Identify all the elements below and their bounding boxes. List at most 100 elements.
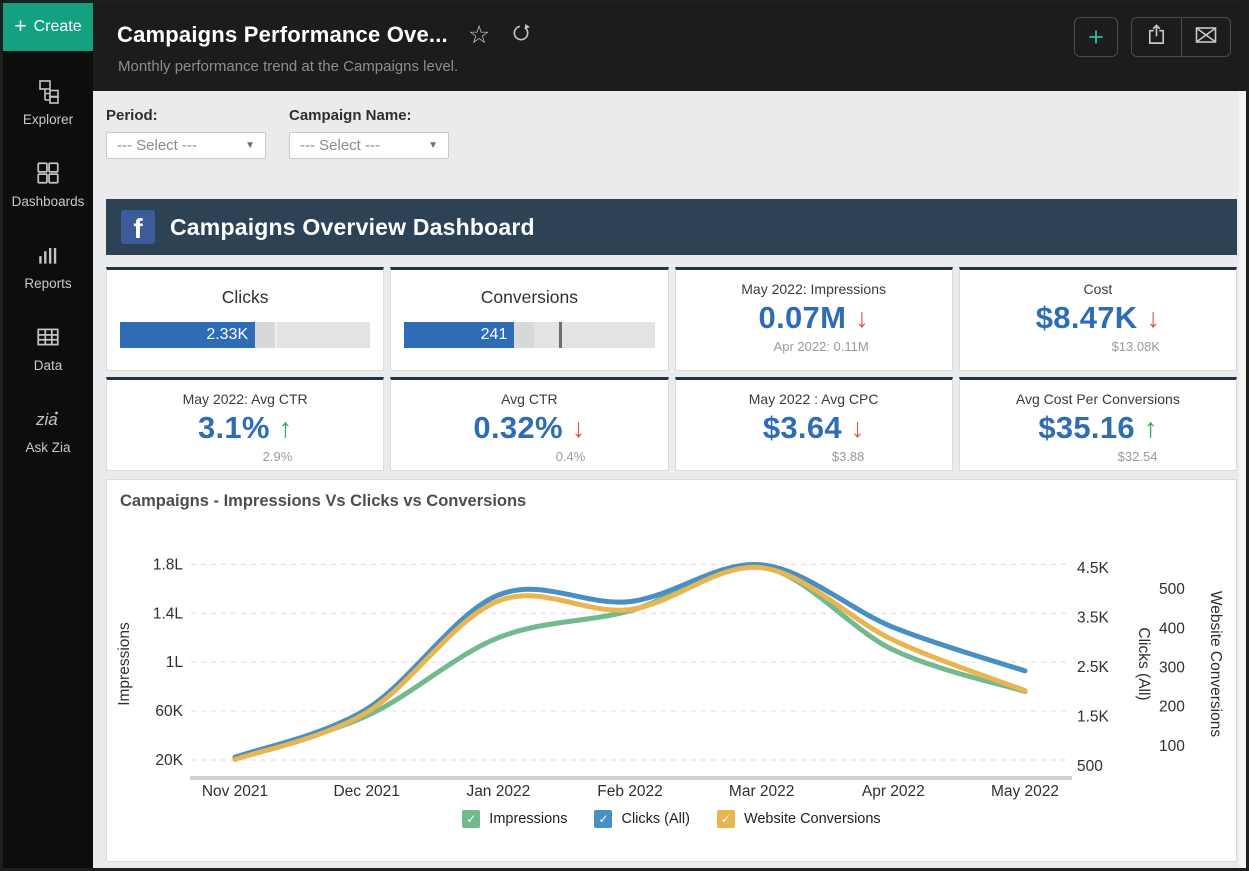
left-axis-tick: 60K [155, 703, 183, 720]
kpi-card-may-2022-avg-ctr: May 2022: Avg CTR 3.1% ↑ 2.9% [106, 377, 385, 471]
legend-item-impressions[interactable]: ✓ Impressions [462, 810, 567, 828]
x-axis-label: Mar 2022 [729, 783, 794, 800]
legend-label: Clicks (All) [621, 811, 690, 827]
right-axis2-title: Website Conversions [1207, 591, 1224, 737]
page-subtitle: Monthly performance trend at the Campaig… [118, 58, 459, 75]
kpi-value: $8.47K [1035, 300, 1138, 335]
campaign-filter-label: Campaign Name: [289, 107, 412, 124]
kpi-value-block: $8.47K ↓ $13.08K [1036, 300, 1160, 354]
filter-bar: Period: --- Select --- ▼ Campaign Name: … [106, 91, 1237, 159]
kpi-value: $35.16 [1038, 410, 1135, 445]
progress-target-marker [559, 322, 563, 348]
period-filter-value: --- Select --- [117, 137, 197, 154]
main-area: Campaigns Performance Ove... ☆ Monthly p… [93, 3, 1246, 868]
facebook-icon: f [121, 210, 155, 244]
kpi-card-avg-ctr: Avg CTR 0.32% ↓ 0.4% [390, 377, 669, 471]
sidebar-item-explorer[interactable]: Explorer [3, 78, 93, 127]
kpi-value: 0.32% [473, 410, 563, 445]
kpi-title: May 2022: Impressions [741, 281, 886, 297]
chart-title: Campaigns - Impressions Vs Clicks vs Con… [120, 492, 527, 510]
left-axis-tick: 1.8L [153, 556, 184, 573]
add-widget-button[interactable]: + [1074, 17, 1118, 57]
kpi-progress-bar: 2.33K [120, 322, 371, 348]
explorer-tree-icon [35, 78, 61, 104]
right-axis1-tick: 500 [1077, 758, 1103, 775]
sidebar-item-dashboards[interactable]: Dashboards [3, 160, 93, 209]
legend-checkbox[interactable]: ✓ [462, 810, 481, 828]
kpi-card-may-2022-impressions: May 2022: Impressions 0.07M ↓ Apr 2022: 0.1… [674, 267, 953, 371]
campaign-filter-select[interactable]: --- Select --- ▼ [289, 132, 449, 159]
kpi-compare-value: $32.54 [1117, 449, 1158, 464]
export-icon [1145, 23, 1168, 51]
kpi-value: 0.07M [758, 300, 847, 335]
left-axis-tick: 1L [166, 654, 184, 671]
kpi-card-conversions: Conversions 241 [390, 267, 669, 371]
export-share-button[interactable] [1132, 18, 1181, 56]
period-filter-select[interactable]: --- Select --- ▼ [106, 132, 266, 159]
right-axis1-title: Clicks (All) [1135, 627, 1152, 700]
legend-item-clicks-all[interactable]: ✓ Clicks (All) [594, 810, 690, 828]
left-axis-tick: 1.4L [153, 605, 184, 622]
x-axis-label: Nov 2021 [202, 783, 268, 800]
trend-chart-panel: Campaigns - Impressions Vs Clicks vs Con… [106, 479, 1237, 862]
data-table-icon [35, 324, 61, 350]
kpi-card-avg-cost-per-conversions: Avg Cost Per Conversions $35.16 ↑ $32.54 [958, 377, 1237, 471]
kpi-compare-value: 0.4% [555, 449, 586, 464]
series-line-website-conversions[interactable] [232, 564, 1028, 762]
right-axis2-tick: 300 [1159, 660, 1185, 677]
kpi-progress-bar: 241 [404, 322, 655, 348]
kpi-compare-value: $13.08K [1111, 339, 1160, 354]
kpi-title: May 2022: Avg CTR [182, 391, 308, 407]
right-axis2-tick: 200 [1159, 699, 1185, 716]
kpi-compare-value: 2.9% [262, 449, 293, 464]
kpi-value: 3.1% [197, 410, 270, 445]
trend-up-arrow-icon: ↑ [278, 412, 293, 443]
kpi-title: Avg Cost Per Conversions [1015, 391, 1180, 407]
refresh-icon[interactable] [510, 22, 532, 49]
legend-item-website-conversions[interactable]: ✓ Website Conversions [716, 810, 881, 828]
period-filter: Period: --- Select --- ▼ [106, 107, 266, 159]
campaign-name-filter: Campaign Name: --- Select --- ▼ [289, 107, 449, 159]
right-axis2-tick: 400 [1159, 620, 1185, 637]
plus-icon: + [1088, 21, 1104, 52]
kpi-value-block: 3.1% ↑ 2.9% [198, 410, 292, 464]
right-axis2-tick: 100 [1159, 738, 1185, 755]
right-axis1-tick: 4.5K [1077, 560, 1110, 577]
chevron-down-icon: ▼ [428, 140, 438, 151]
sidebar-item-ask-zia[interactable]: zia Ask Zia [3, 406, 93, 455]
legend-checkbox[interactable]: ✓ [716, 810, 735, 828]
x-axis-label: Apr 2022 [862, 783, 925, 800]
legend-label: Website Conversions [743, 811, 881, 827]
legend-checkbox[interactable]: ✓ [594, 810, 613, 828]
sidebar-item-label: Ask Zia [25, 440, 71, 455]
progress-fill: 2.33K [120, 322, 256, 348]
sidebar-item-label: Explorer [22, 112, 74, 127]
kpi-card-may-2022-avg-cpc: May 2022 : Avg CPC $3.64 ↓ $3.88 [674, 377, 953, 471]
sidebar-item-reports[interactable]: Reports [3, 242, 93, 291]
right-axis1-tick: 3.5K [1077, 609, 1110, 626]
trend-chart-svg[interactable]: 20K 60K 1L 1.4L 1.8L 500 1.5K 2.5K 3.5K 4.5K 100 20… [107, 524, 1238, 804]
progress-band [255, 322, 276, 348]
chart-legend: ✓ Impressions ✓ Clicks (All) ✓ Website Conver… [107, 810, 1236, 828]
email-button[interactable] [1181, 18, 1230, 56]
trend-up-arrow-icon: ↑ [1143, 412, 1158, 443]
kpi-grid: Clicks 2.33K Conversions 241 May 2022: Impre… [106, 267, 1237, 471]
page-title: Campaigns Performance Ove... [117, 21, 448, 47]
series-line-clicks-all[interactable] [232, 562, 1028, 760]
legend-label: Impressions [489, 811, 568, 827]
right-axis1-tick: 2.5K [1077, 659, 1110, 676]
favorite-star-icon[interactable]: ☆ [467, 20, 491, 49]
trend-down-arrow-icon: ↓ [1146, 302, 1161, 333]
x-axis-label: Jan 2022 [466, 783, 530, 800]
kpi-title: Cost [1083, 281, 1113, 297]
right-axis1-tick: 1.5K [1077, 709, 1110, 726]
sidebar: + Create Explorer Dashboards [3, 3, 93, 868]
sidebar-item-data[interactable]: Data [3, 324, 93, 373]
x-axis-label: Dec 2021 [333, 783, 399, 800]
kpi-value-block: 0.07M ↓ Apr 2022: 0.11M [759, 300, 869, 354]
period-filter-label: Period: [106, 107, 158, 124]
scrollbar-track[interactable] [1239, 91, 1246, 868]
progress-target-marker [275, 322, 278, 348]
create-button[interactable]: + Create [3, 3, 93, 51]
ask-zia-icon: zia [33, 406, 63, 432]
